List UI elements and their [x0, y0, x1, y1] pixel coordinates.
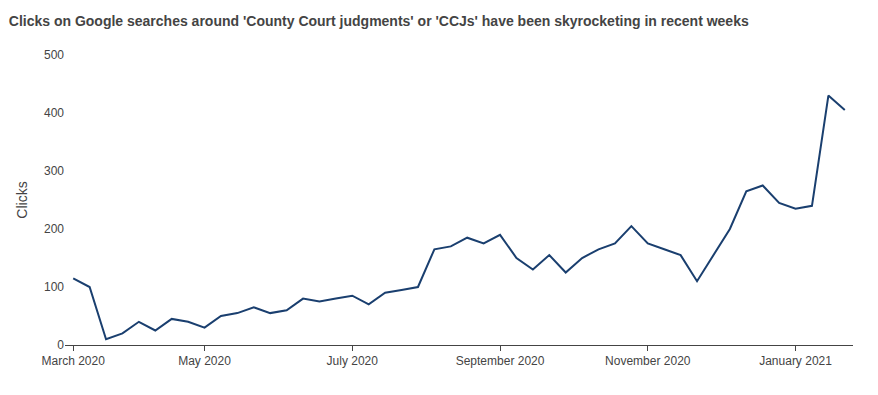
svg-text:300: 300 [44, 164, 64, 178]
svg-text:200: 200 [44, 222, 64, 236]
svg-text:500: 500 [44, 48, 64, 62]
svg-text:July 2020: July 2020 [327, 354, 379, 368]
svg-text:100: 100 [44, 280, 64, 294]
svg-text:November 2020: November 2020 [605, 354, 691, 368]
svg-text:May 2020: May 2020 [178, 354, 231, 368]
svg-text:Clicks: Clicks [14, 181, 30, 218]
svg-text:400: 400 [44, 106, 64, 120]
svg-text:January 2021: January 2021 [759, 354, 832, 368]
svg-text:0: 0 [57, 338, 64, 352]
svg-text:March 2020: March 2020 [42, 354, 106, 368]
svg-text:September 2020: September 2020 [456, 354, 545, 368]
svg-text:Clicks on Google searches arou: Clicks on Google searches around 'County… [9, 13, 749, 29]
